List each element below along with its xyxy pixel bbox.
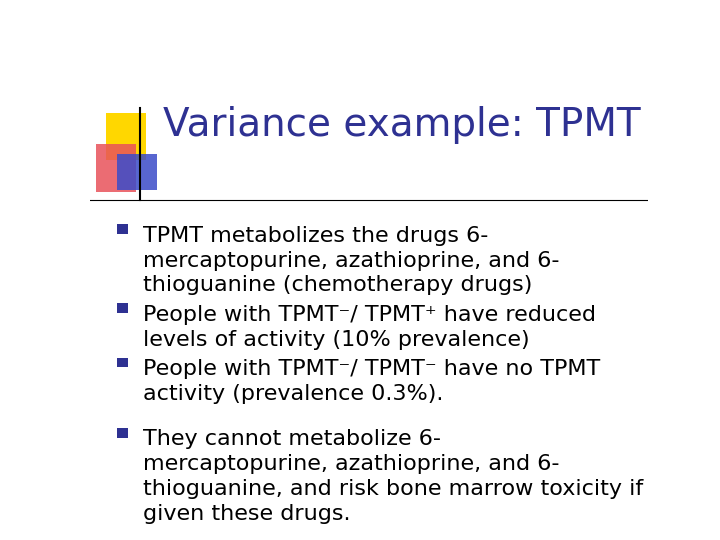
Bar <box>117 154 157 190</box>
Bar <box>96 144 136 192</box>
Bar <box>117 428 128 438</box>
Text: Variance example: TPMT: Variance example: TPMT <box>163 106 640 144</box>
Text: People with TPMT⁻/ TPMT⁺ have reduced
levels of activity (10% prevalence): People with TPMT⁻/ TPMT⁺ have reduced le… <box>143 305 596 349</box>
Text: People with TPMT⁻/ TPMT⁻ have no TPMT
activity (prevalence 0.3%).: People with TPMT⁻/ TPMT⁻ have no TPMT ac… <box>143 359 600 403</box>
Bar <box>117 357 128 367</box>
Text: They cannot metabolize 6-
mercaptopurine, azathioprine, and 6-
thioguanine, and : They cannot metabolize 6- mercaptopurine… <box>143 429 643 524</box>
Bar <box>117 225 128 234</box>
Text: TPMT metabolizes the drugs 6-
mercaptopurine, azathioprine, and 6-
thioguanine (: TPMT metabolizes the drugs 6- mercaptopu… <box>143 226 559 295</box>
Bar <box>117 303 128 313</box>
Bar <box>106 113 145 160</box>
